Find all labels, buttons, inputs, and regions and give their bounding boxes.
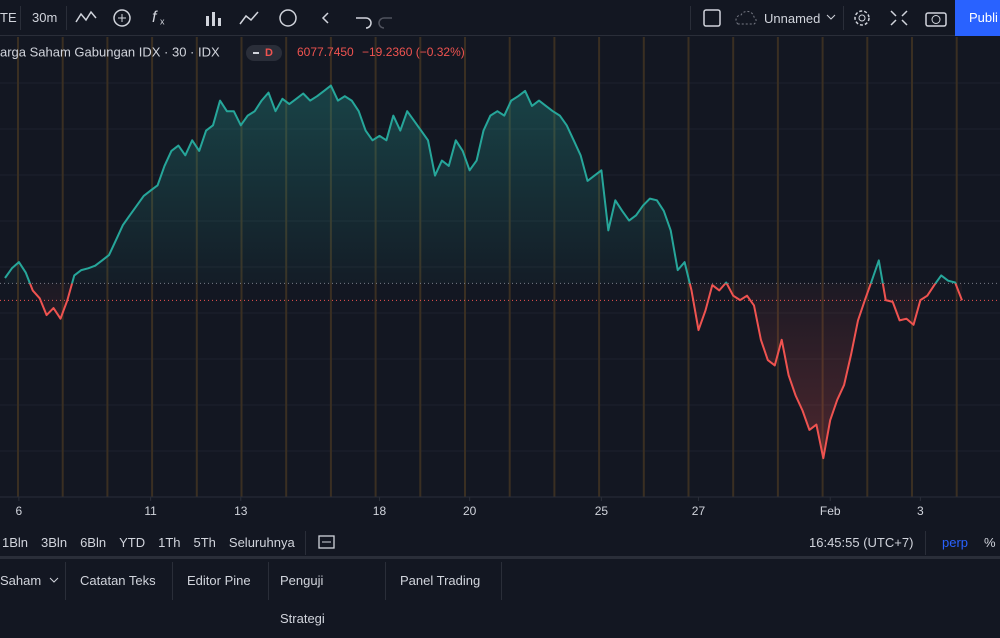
range-button[interactable]: YTD	[119, 535, 146, 550]
separator	[843, 6, 844, 30]
x-tick-label: 3	[917, 504, 924, 518]
x-tick-label: 18	[373, 504, 387, 518]
tab-dropdown[interactable]	[49, 577, 59, 585]
legend-price: 6077.7450	[297, 45, 354, 59]
svg-text:x: x	[160, 16, 165, 26]
price-line-series	[4, 84, 963, 460]
interval[interactable]: 30m	[32, 10, 58, 25]
tab[interactable]: Catatan Teks	[66, 562, 173, 600]
range-button[interactable]: 6Bln	[80, 535, 107, 550]
range-bar: 16:45:55 (UTC+7) perp % 1Bln 3Bln 6Bln YTD 1…	[0, 525, 1000, 559]
tab[interactable]: Penguji Strategi	[266, 562, 386, 626]
symbol[interactable]: TE	[0, 10, 17, 25]
separator	[305, 531, 306, 555]
scale-toggle[interactable]: perp	[942, 535, 969, 550]
range-button[interactable]: 5Th	[193, 535, 216, 550]
separator	[690, 6, 691, 30]
x-tick-label: 25	[595, 504, 609, 518]
range-button[interactable]: 3Bln	[41, 535, 68, 550]
tab[interactable]: Saham	[0, 562, 66, 600]
percent-toggle[interactable]: %	[984, 535, 996, 550]
checkbox-icon[interactable]	[703, 9, 723, 27]
range-button[interactable]: Seluruhnya	[228, 535, 295, 550]
cloud-icon	[735, 10, 757, 25]
legend-change: −19.2360 (−0.32%)	[362, 45, 465, 59]
x-tick-label: 6	[16, 504, 23, 518]
x-tick-label: 11	[144, 504, 157, 518]
layout-name[interactable]: Unnamed	[764, 11, 821, 26]
x-tick-label: 20	[463, 504, 477, 518]
publish-button[interactable]: Publi	[955, 0, 1000, 36]
right-icons[interactable]	[851, 7, 981, 29]
legend-title: arga Saham Gabungan IDX · 30 · IDX	[0, 44, 220, 59]
range-button[interactable]: 1Th	[158, 535, 181, 550]
range-button[interactable]: 1Bln	[2, 535, 29, 550]
dropdown-arrow[interactable]	[826, 14, 836, 22]
clock: 16:45:55 (UTC+7)	[809, 535, 914, 550]
baseline-area	[5, 85, 962, 459]
chart: arga Saham Gabungan IDX · 30 · IDX D 607…	[0, 37, 1000, 518]
bottom-tabs: Saham Catatan Teks Editor Pine Penguji Stra…	[0, 562, 1000, 626]
x-tick-label: 27	[692, 504, 706, 518]
date-range-icon[interactable]	[318, 534, 336, 550]
separator	[66, 6, 67, 30]
svg-text:f: f	[152, 9, 158, 26]
separator	[925, 531, 926, 555]
badge-bg	[246, 45, 282, 61]
tab[interactable]: Editor Pine	[173, 562, 269, 600]
x-tick-label: 13	[234, 504, 248, 518]
x-tick-label: Feb	[820, 504, 841, 518]
separator	[20, 6, 21, 30]
legend-badge: D	[265, 47, 273, 59]
tab[interactable]: Panel Trading	[386, 562, 502, 600]
